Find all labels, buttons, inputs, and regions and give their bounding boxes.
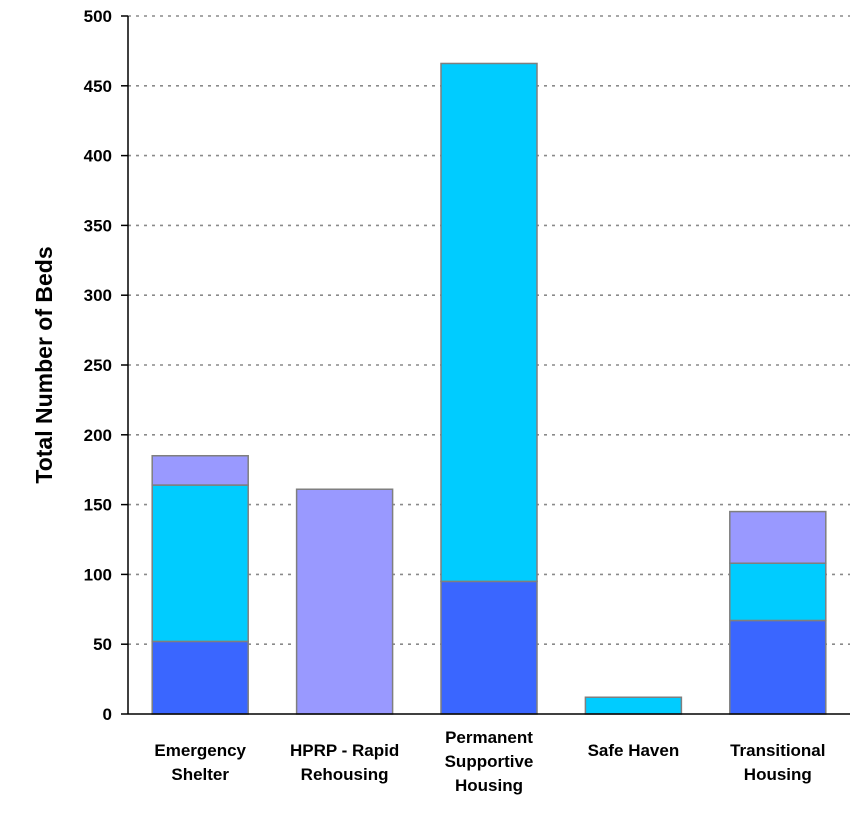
y-tick-label: 150 (84, 496, 112, 515)
x-category-label: Emergency (154, 741, 246, 760)
axes (121, 15, 850, 715)
x-category-label: Safe Haven (588, 741, 680, 760)
x-category-label: Supportive (445, 752, 534, 771)
bar-segment (440, 62, 538, 583)
bar-segment (440, 580, 538, 715)
bar-segment (151, 454, 249, 486)
y-tick-label: 450 (84, 77, 112, 96)
bar-segment (729, 619, 827, 715)
bar-segment (295, 488, 394, 715)
bar-segment (584, 696, 683, 715)
x-category-label: Shelter (171, 765, 229, 784)
y-tick-label: 100 (84, 565, 112, 584)
bar-segment (151, 640, 249, 715)
x-category-label: HPRP - Rapid (290, 741, 399, 760)
bar-segment (729, 562, 827, 622)
y-axis-title: Total Number of Beds (31, 246, 57, 483)
y-tick-label: 250 (84, 356, 112, 375)
bars (151, 62, 827, 715)
y-tick-label: 200 (84, 426, 112, 445)
y-tick-labels: 0 50 100 150 200 250 300 350 400 450 500 (84, 7, 112, 724)
y-tick-label: 0 (103, 705, 112, 724)
x-category-label: Permanent (445, 728, 533, 747)
y-tick-label: 50 (93, 635, 112, 654)
y-tick-label: 300 (84, 286, 112, 305)
y-tick-label: 350 (84, 216, 112, 235)
x-category-labels: Emergency Shelter HPRP - Rapid Rehousing Per… (154, 728, 825, 795)
x-category-label: Rehousing (301, 765, 389, 784)
y-tick-label: 400 (84, 147, 112, 166)
x-category-label: Transitional (730, 741, 825, 760)
x-category-label: Housing (744, 765, 812, 784)
bar-segment (729, 510, 827, 564)
bar-segment (151, 484, 249, 643)
x-category-label: Housing (455, 776, 523, 795)
y-tick-label: 500 (84, 7, 112, 26)
